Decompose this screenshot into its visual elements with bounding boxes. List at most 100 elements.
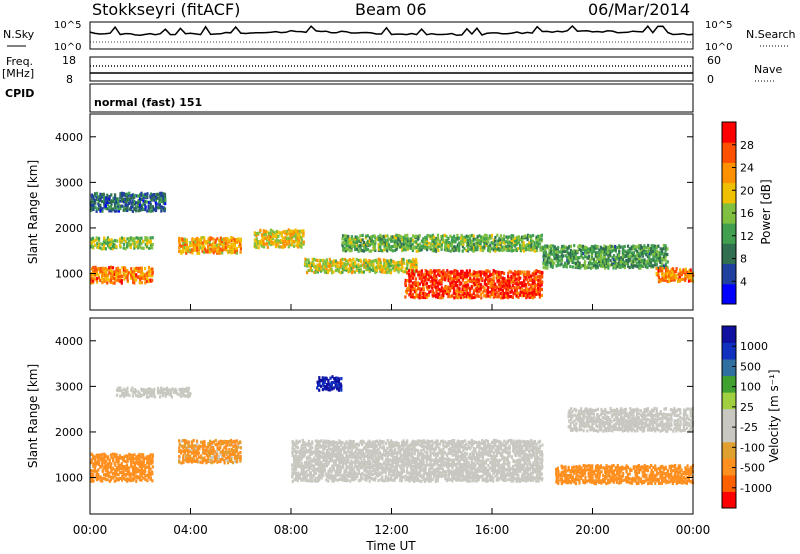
power-cell bbox=[94, 192, 97, 196]
power-cell bbox=[467, 242, 470, 246]
power-cell bbox=[145, 244, 148, 248]
power-cell bbox=[329, 264, 332, 269]
power-cell bbox=[486, 286, 489, 290]
power-cell bbox=[470, 293, 474, 297]
power-cell bbox=[347, 234, 350, 239]
power-cell bbox=[387, 267, 390, 271]
power-cell bbox=[164, 202, 167, 206]
velocity-cell bbox=[226, 443, 229, 447]
power-cell bbox=[208, 243, 212, 247]
power-cell bbox=[454, 274, 457, 278]
velocity-cell bbox=[194, 444, 197, 448]
velocity-cell bbox=[330, 383, 333, 387]
power-cell bbox=[397, 242, 400, 246]
power-cell bbox=[502, 248, 505, 252]
velocity-cell bbox=[141, 456, 144, 460]
power-cell bbox=[501, 281, 504, 285]
power-cell bbox=[212, 251, 215, 255]
power-cell bbox=[300, 241, 303, 245]
velocity-cell bbox=[138, 469, 141, 473]
velocity-cell bbox=[350, 459, 353, 463]
power-cell bbox=[542, 245, 546, 249]
power-cell bbox=[253, 238, 256, 242]
power-cell bbox=[394, 248, 397, 253]
power-cell bbox=[427, 278, 430, 282]
velocity-cell bbox=[298, 452, 301, 456]
power-cell bbox=[612, 257, 615, 261]
power-cell bbox=[520, 290, 523, 294]
power-cell bbox=[115, 209, 118, 213]
power-cell bbox=[347, 238, 350, 243]
power-cell bbox=[381, 235, 384, 239]
power-cell bbox=[517, 247, 520, 251]
power-cell bbox=[219, 239, 222, 243]
velocity-cell bbox=[345, 466, 348, 470]
velocity-cell bbox=[124, 465, 127, 469]
velocity-cell bbox=[144, 477, 147, 481]
colorbar-segment bbox=[722, 182, 736, 204]
power-cell bbox=[374, 248, 377, 252]
velocity-cell bbox=[327, 442, 330, 446]
power-cell bbox=[534, 249, 537, 253]
velocity-cell bbox=[121, 474, 124, 478]
velocity-cell bbox=[191, 444, 194, 448]
power-cell bbox=[540, 273, 544, 277]
power-cell bbox=[546, 246, 549, 250]
power-cell bbox=[109, 275, 112, 279]
power-cell bbox=[492, 295, 495, 299]
power-cell bbox=[512, 275, 515, 279]
power-cell bbox=[291, 229, 294, 233]
power-cell bbox=[650, 249, 653, 253]
velocity-cell bbox=[182, 390, 185, 394]
velocity-cell bbox=[216, 454, 219, 459]
velocity-cell bbox=[381, 475, 384, 479]
velocity-cell bbox=[295, 442, 298, 446]
power-cell bbox=[494, 270, 497, 274]
velocity-cell bbox=[336, 478, 339, 482]
velocity-cell bbox=[117, 461, 120, 465]
power-cell bbox=[369, 238, 372, 242]
power-cell bbox=[151, 274, 154, 278]
velocity-cell bbox=[320, 439, 323, 443]
power-cell bbox=[510, 234, 513, 238]
power-cell bbox=[122, 205, 126, 209]
power-cell bbox=[451, 283, 454, 287]
power-cell bbox=[366, 247, 369, 252]
power-cell bbox=[347, 262, 350, 266]
cpid-value: normal (fast) 151 bbox=[94, 96, 202, 109]
velocity-cell bbox=[239, 455, 242, 459]
power-cell bbox=[258, 240, 261, 244]
velocity-cell bbox=[122, 391, 125, 395]
power-cell bbox=[140, 242, 143, 246]
power-cell bbox=[397, 266, 400, 270]
velocity-cell bbox=[379, 444, 382, 448]
power-cell bbox=[230, 242, 233, 247]
power-cell bbox=[193, 246, 196, 250]
velocity-cell bbox=[352, 467, 355, 472]
power-cell bbox=[140, 191, 143, 195]
velocity-cell bbox=[127, 477, 130, 481]
velocity-cell bbox=[205, 448, 208, 453]
power-cell bbox=[422, 279, 425, 283]
power-cell bbox=[128, 207, 131, 211]
power-cell bbox=[479, 275, 482, 279]
power-cell bbox=[540, 233, 543, 237]
power-cell bbox=[133, 242, 137, 246]
power-cell bbox=[445, 248, 448, 252]
power-cell bbox=[443, 273, 447, 278]
power-cell bbox=[462, 235, 465, 239]
power-cell bbox=[392, 244, 395, 249]
power-cell bbox=[534, 285, 537, 289]
power-cell bbox=[589, 247, 592, 251]
power-cell bbox=[541, 280, 544, 284]
velocity-cell bbox=[352, 470, 355, 474]
velocity-cell bbox=[122, 387, 125, 391]
power-cell bbox=[137, 205, 140, 209]
power-cell bbox=[540, 237, 543, 241]
power-cell bbox=[481, 249, 484, 253]
power-cell bbox=[307, 258, 310, 262]
power-cell bbox=[257, 246, 260, 250]
power-cell bbox=[409, 246, 413, 250]
velocity-cell bbox=[329, 454, 332, 459]
velocity-cell bbox=[296, 450, 299, 454]
